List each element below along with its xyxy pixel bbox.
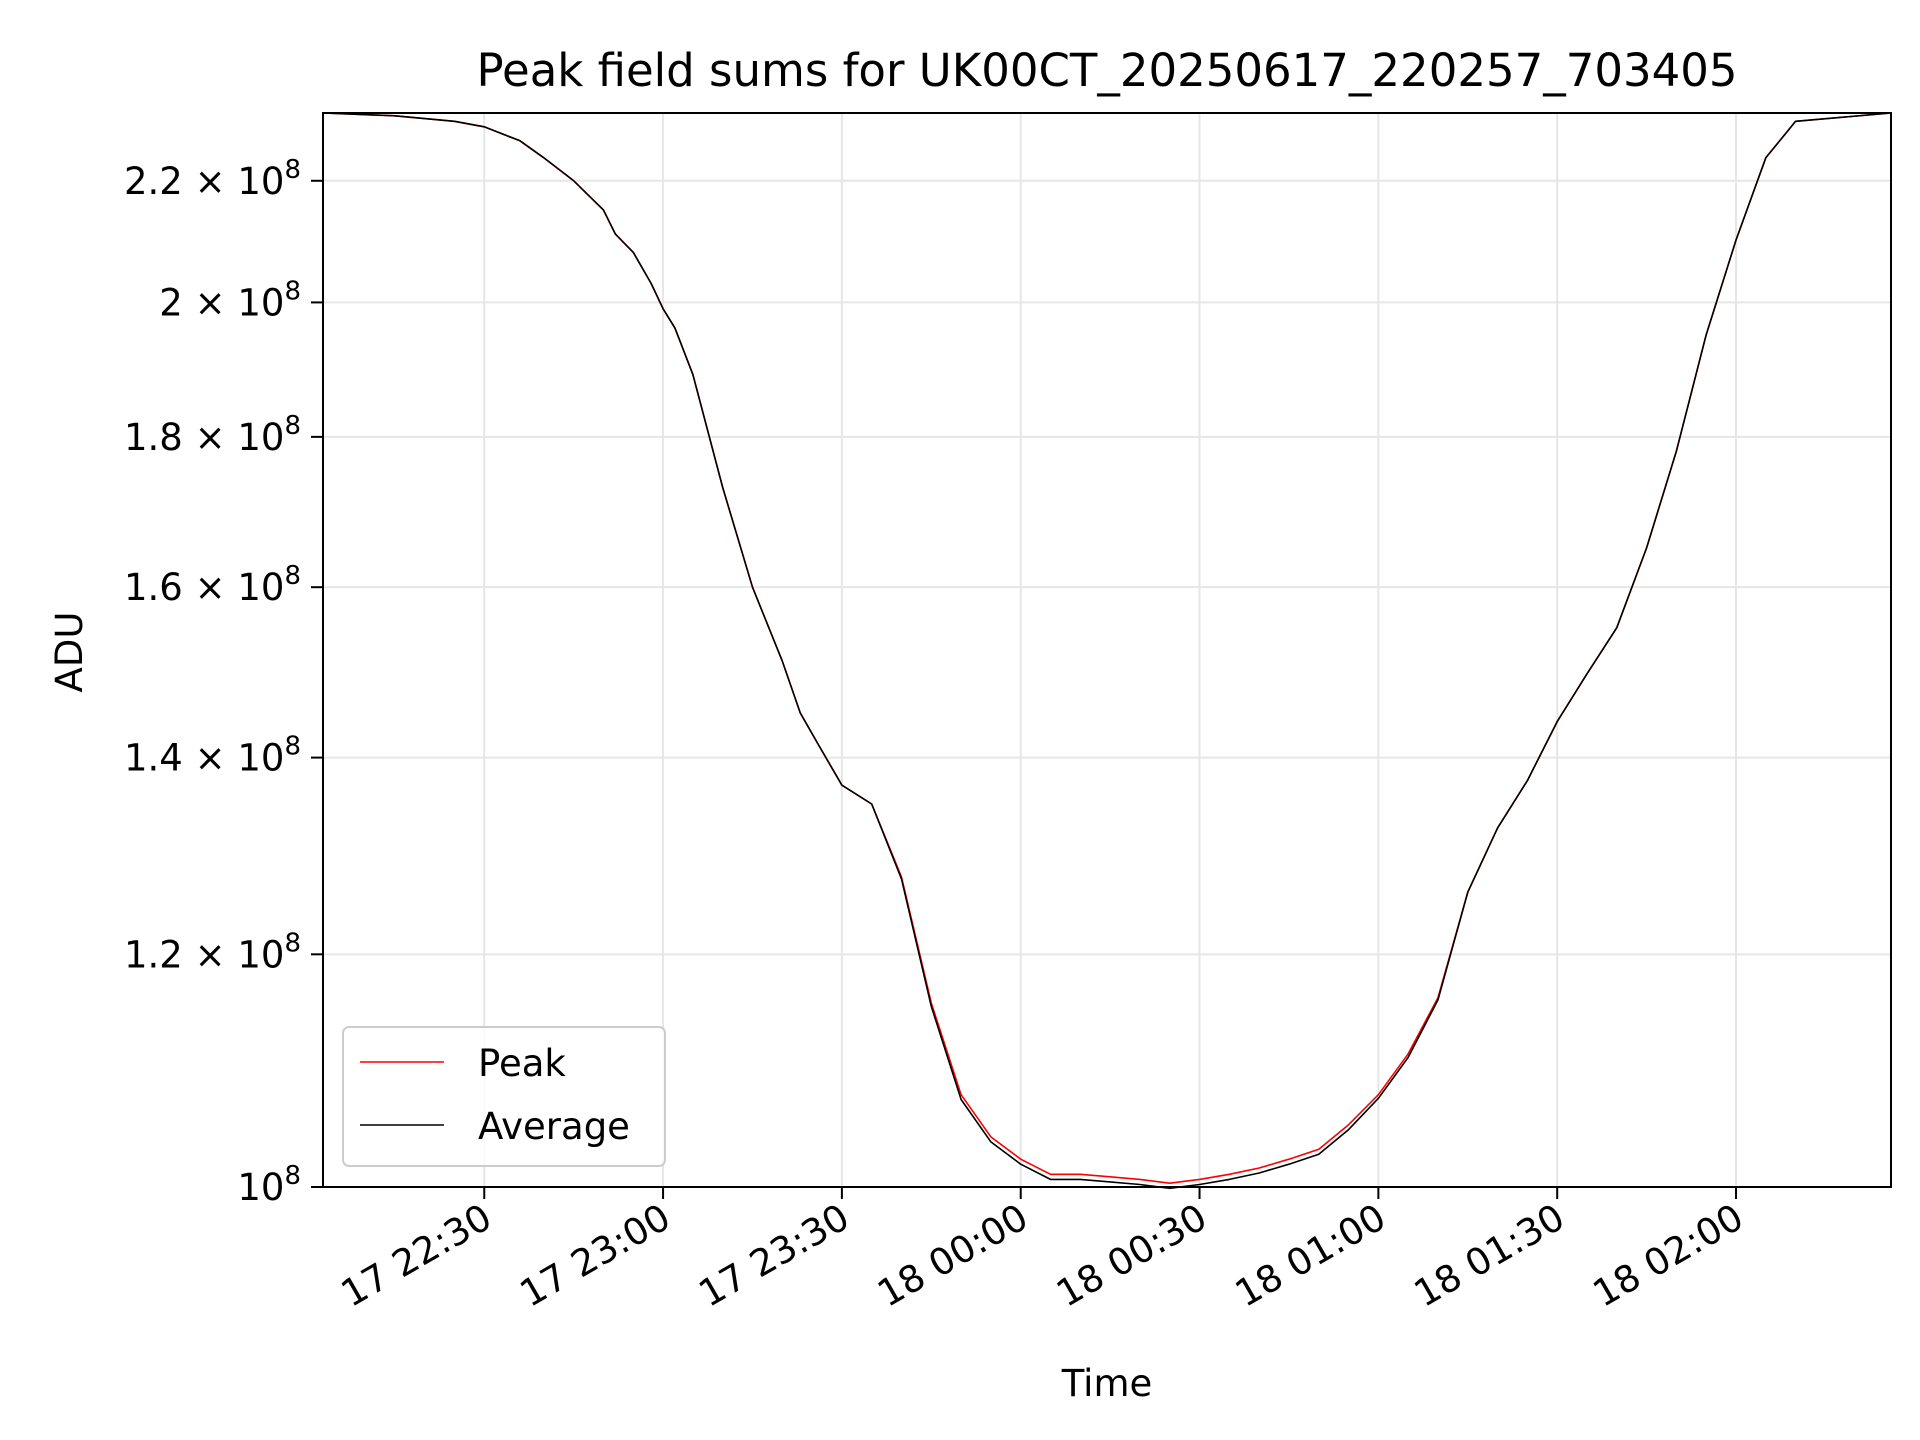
- legend: Peak Average: [342, 1026, 666, 1167]
- chart-title: Peak field sums for UK00CT_20250617_2202…: [476, 44, 1737, 97]
- y-tick-label: 1.4 × 108: [124, 732, 301, 780]
- y-axis-label: ADU: [48, 612, 91, 693]
- y-tick-label: 108: [237, 1161, 301, 1209]
- x-axis-label: Time: [1061, 1362, 1153, 1405]
- plot-frame: [322, 112, 1892, 1188]
- grid: [323, 113, 1891, 1187]
- plot-area: [323, 113, 1891, 1187]
- y-tick-label: 1.8 × 108: [124, 411, 301, 459]
- plot-series: [322, 112, 1892, 1190]
- y-tick-label: 1.2 × 108: [124, 928, 301, 976]
- legend-label-peak: Peak: [478, 1042, 566, 1085]
- y-tick-label: 1.6 × 108: [124, 561, 301, 609]
- series-line-average: [322, 112, 1892, 1190]
- legend-label-average: Average: [478, 1105, 630, 1148]
- y-tick-label: 2 × 108: [159, 276, 301, 324]
- y-tick-label: 2.2 × 108: [124, 155, 301, 203]
- y-axis: 108 1.2 × 108 1.4 × 108 1.6 × 108 1.8 × 108 2…: [124, 155, 323, 1209]
